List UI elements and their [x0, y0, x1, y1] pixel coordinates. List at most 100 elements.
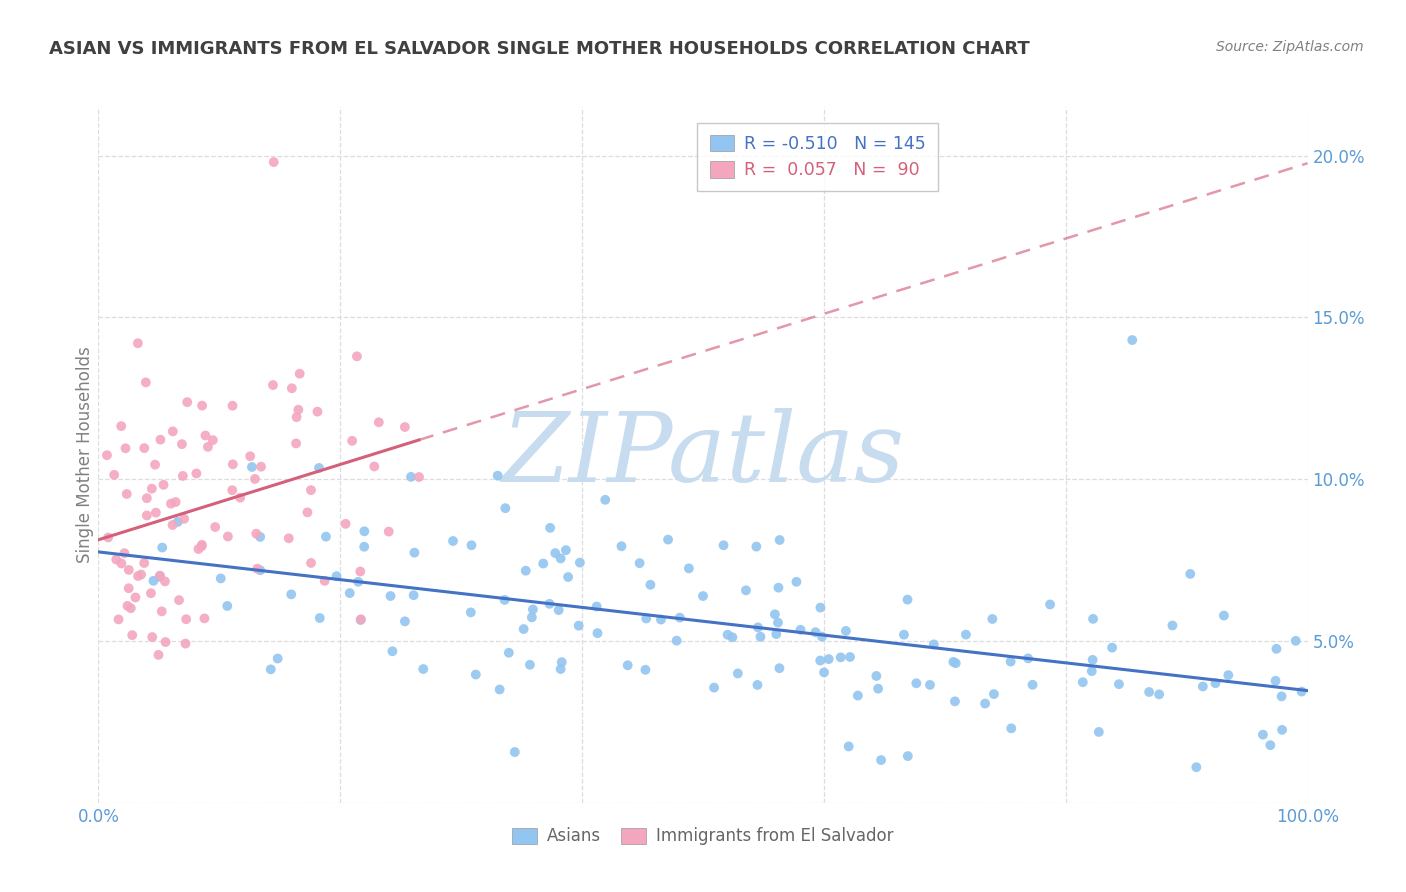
Point [551, 655, 574, 669]
Text: ZIPatlas: ZIPatlas [502, 408, 904, 502]
Point [204, 520, 226, 534]
Point [118, 581, 141, 595]
Point [350, 612, 373, 626]
Point [197, 440, 219, 454]
Point [1265, 641, 1288, 656]
Point [763, 607, 786, 622]
Point [942, 655, 965, 669]
Point [239, 449, 262, 463]
Point [299, 556, 322, 570]
Point [593, 492, 616, 507]
Point [785, 574, 807, 589]
Point [1251, 728, 1274, 742]
Point [636, 611, 658, 625]
Point [135, 376, 157, 390]
Point [735, 583, 758, 598]
Point [191, 399, 214, 413]
Point [353, 524, 375, 539]
Point [173, 512, 195, 526]
Point [747, 678, 769, 692]
Point [105, 552, 128, 566]
Point [974, 697, 997, 711]
Point [713, 538, 735, 552]
Point [150, 604, 173, 618]
Point [464, 667, 486, 681]
Point [703, 681, 725, 695]
Point [804, 625, 827, 640]
Point [340, 434, 363, 448]
Point [522, 602, 544, 616]
Point [280, 587, 302, 601]
Point [488, 682, 510, 697]
Point [404, 546, 426, 560]
Point [768, 581, 790, 595]
Point [1204, 676, 1226, 690]
Point [547, 603, 569, 617]
Point [308, 461, 330, 475]
Point [115, 487, 138, 501]
Point [117, 599, 139, 613]
Point [678, 561, 700, 575]
Point [789, 623, 811, 637]
Legend: Asians, Immigrants from El Salvador: Asians, Immigrants from El Salvador [503, 819, 903, 854]
Point [96, 448, 118, 462]
Point [193, 611, 215, 625]
Point [1161, 618, 1184, 632]
Point [174, 637, 197, 651]
Point [811, 630, 834, 644]
Point [172, 469, 194, 483]
Point [297, 505, 319, 519]
Point [1081, 612, 1104, 626]
Point [460, 606, 482, 620]
Point [897, 749, 920, 764]
Point [145, 506, 167, 520]
Point [262, 378, 284, 392]
Point [222, 458, 245, 472]
Point [394, 615, 416, 629]
Point [139, 586, 162, 600]
Point [162, 518, 184, 533]
Point [149, 433, 172, 447]
Point [538, 521, 561, 535]
Point [1071, 675, 1094, 690]
Point [143, 458, 166, 472]
Point [1191, 680, 1213, 694]
Point [905, 676, 928, 690]
Point [1101, 640, 1123, 655]
Point [149, 570, 172, 584]
Point [217, 599, 239, 613]
Point [808, 653, 831, 667]
Point [277, 531, 299, 545]
Point [250, 459, 273, 474]
Point [335, 516, 357, 531]
Point [107, 612, 129, 626]
Point [402, 588, 425, 602]
Point [217, 529, 239, 543]
Point [1260, 738, 1282, 752]
Point [1000, 721, 1022, 735]
Point [441, 534, 464, 549]
Point [353, 540, 375, 554]
Point [149, 568, 172, 582]
Point [813, 665, 835, 680]
Point [1000, 655, 1022, 669]
Point [616, 658, 638, 673]
Point [155, 635, 177, 649]
Point [628, 556, 651, 570]
Point [134, 556, 156, 570]
Point [240, 460, 263, 475]
Point [141, 630, 163, 644]
Point [585, 599, 607, 614]
Point [153, 574, 176, 589]
Point [150, 541, 173, 555]
Point [519, 657, 541, 672]
Point [749, 630, 772, 644]
Point [918, 678, 941, 692]
Point [838, 739, 860, 754]
Point [520, 610, 543, 624]
Point [120, 601, 142, 615]
Point [765, 627, 787, 641]
Point [1021, 678, 1043, 692]
Point [721, 630, 744, 644]
Point [865, 669, 887, 683]
